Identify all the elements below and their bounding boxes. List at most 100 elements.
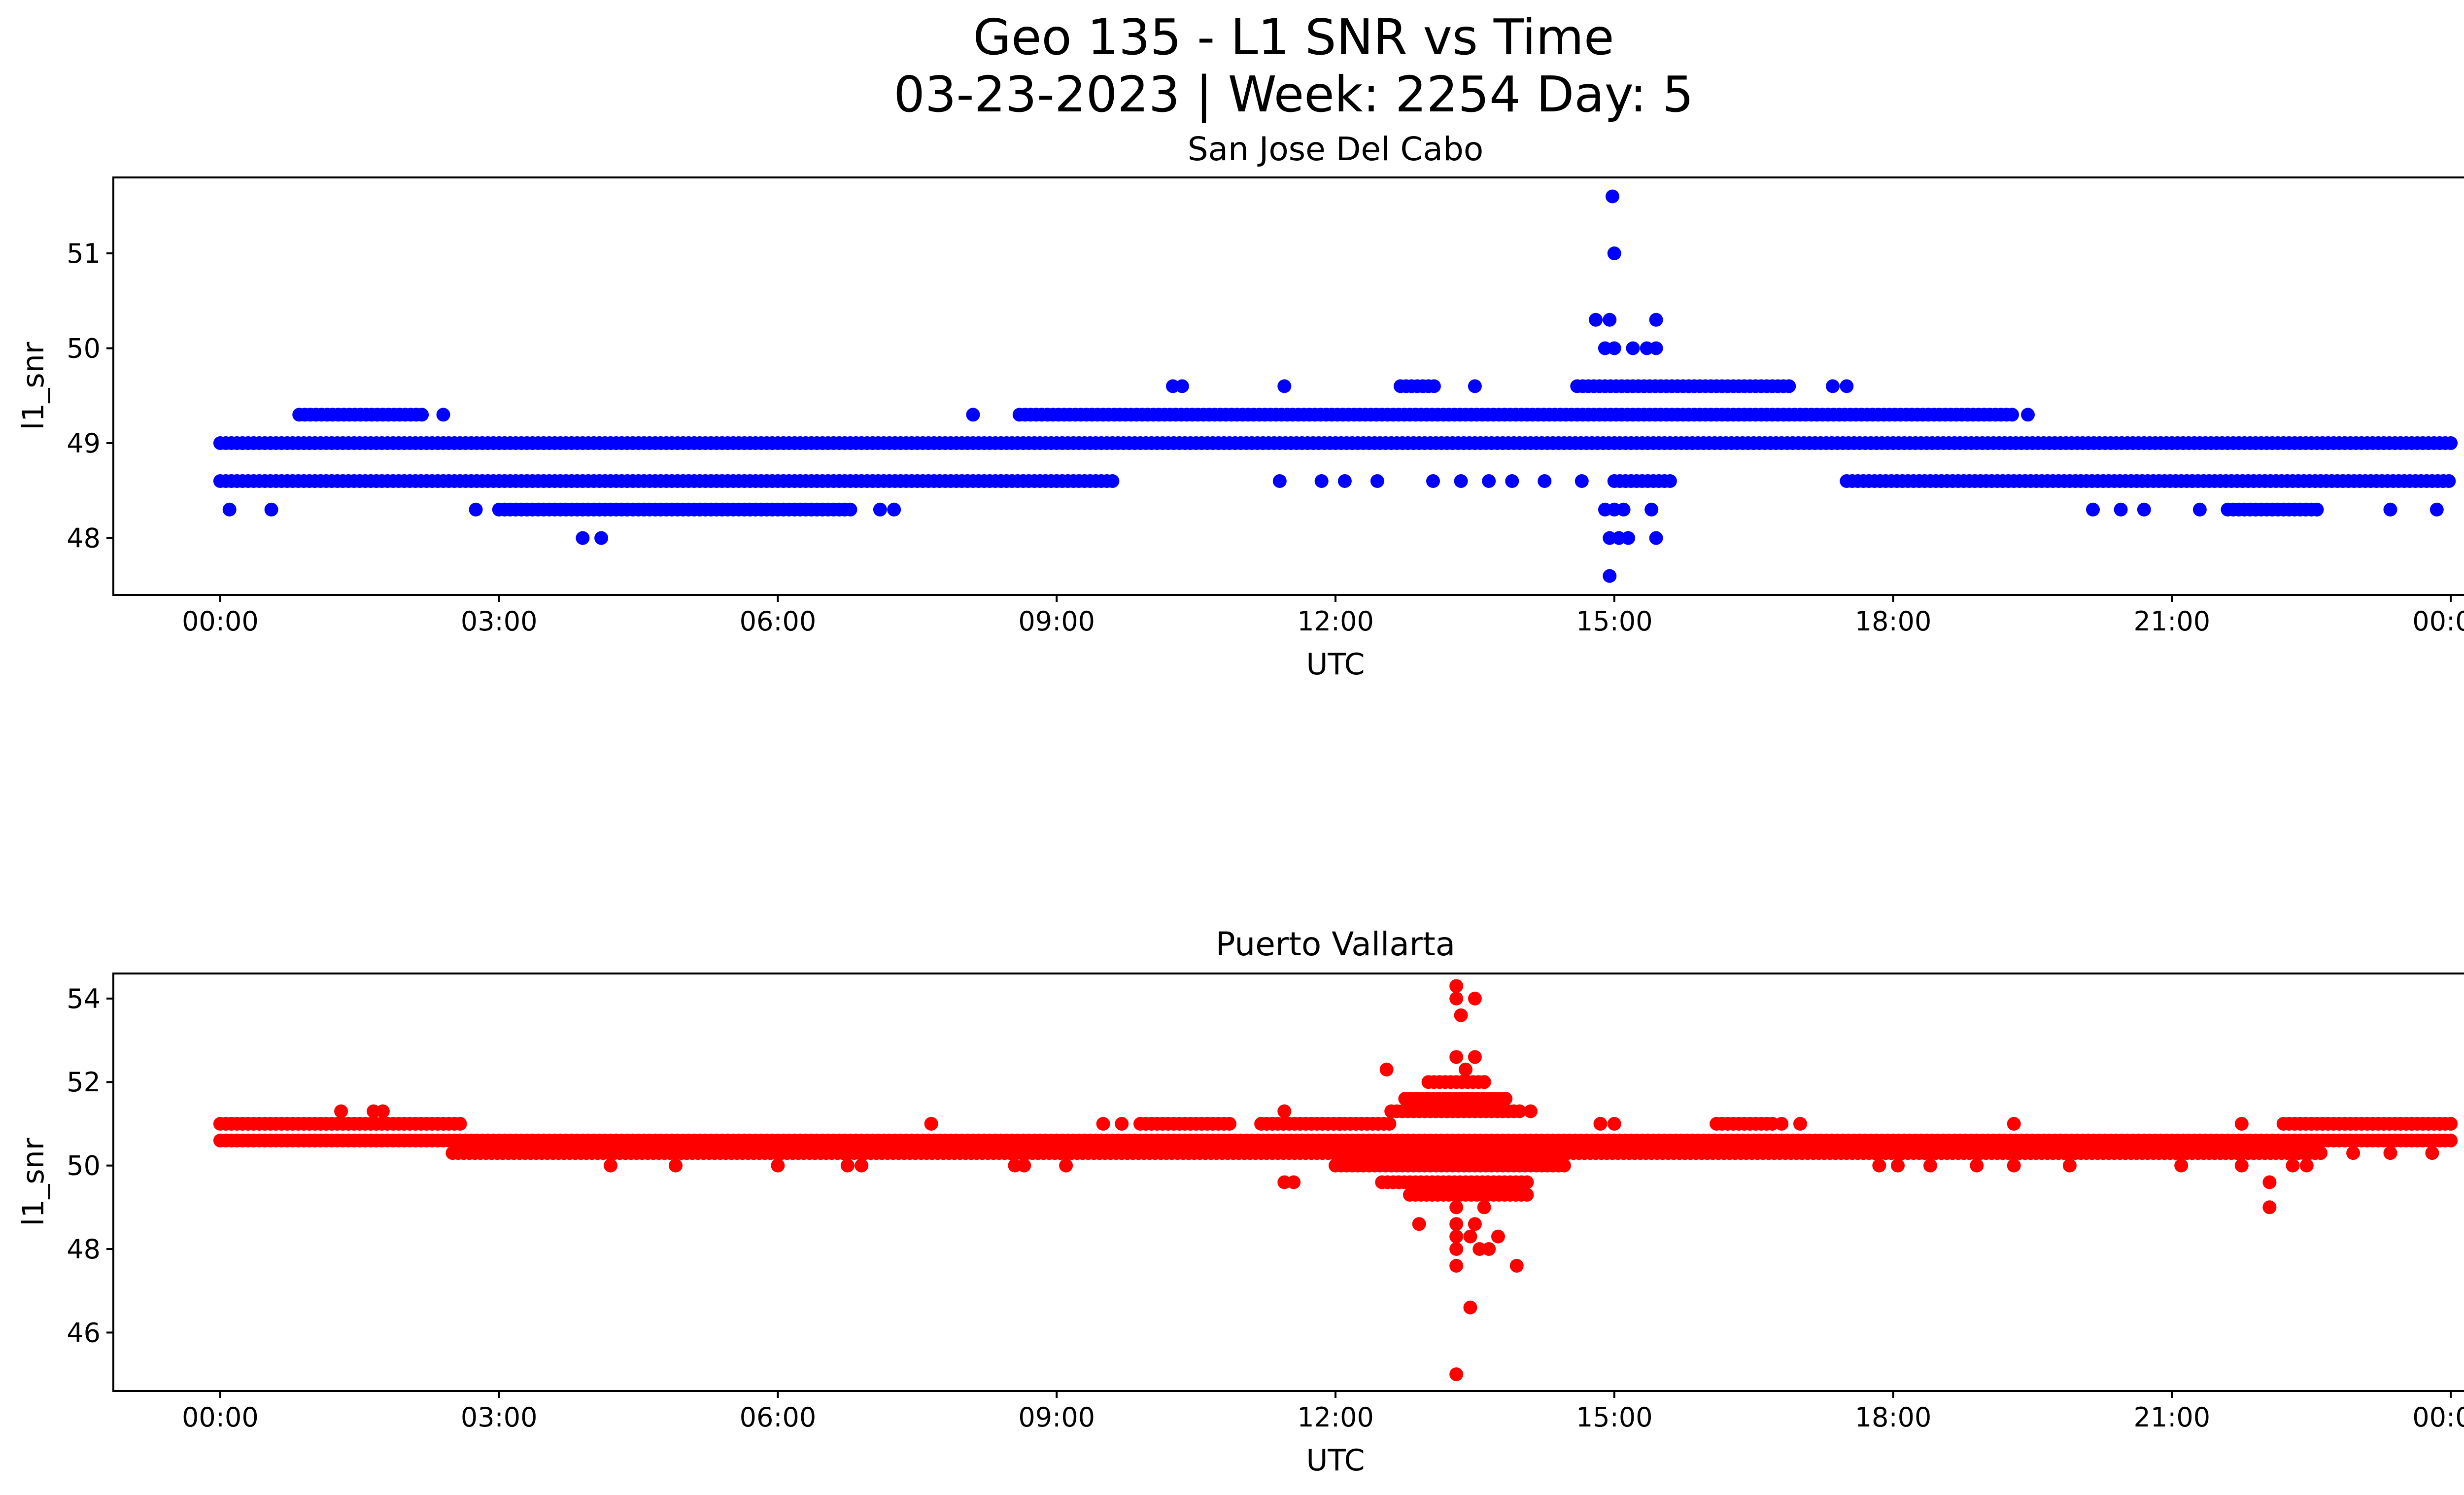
y-tick-label: 48 xyxy=(67,1234,101,1265)
scatter-point xyxy=(1059,1158,1073,1173)
scatter-point xyxy=(1607,1116,1621,1131)
figure-title-line-1: Geo 135 - L1 SNR vs Time xyxy=(973,8,1614,66)
scatter-point xyxy=(1115,1116,1129,1131)
scatter-point xyxy=(2005,408,2019,422)
scatter-point xyxy=(1923,1158,1937,1173)
scatter-point xyxy=(1382,1116,1397,1131)
scatter-point xyxy=(669,1158,683,1173)
y-tick-label: 50 xyxy=(67,333,101,364)
scatter-point xyxy=(1468,1050,1482,1064)
y-tick-label: 51 xyxy=(67,238,101,269)
scatter-point xyxy=(2299,1158,2314,1173)
scatter-point xyxy=(1644,502,1659,517)
scatter-point xyxy=(1593,1116,1608,1131)
subplot-title: San Jose Del Cabo xyxy=(1188,130,1484,168)
scatter-point xyxy=(1486,1092,1501,1106)
scatter-point xyxy=(1105,474,1120,488)
scatter-point xyxy=(334,1104,348,1118)
scatter-point xyxy=(469,502,483,517)
x-tick-label: 09:00 xyxy=(1018,1402,1095,1433)
scatter-point xyxy=(1468,379,1482,393)
scatter-point xyxy=(2444,1116,2458,1131)
scatter-point xyxy=(1463,1300,1477,1315)
scatter-point xyxy=(1524,1104,1538,1118)
x-axis-label: UTC xyxy=(1306,647,1365,682)
scatter-point xyxy=(1775,1116,1789,1131)
scatter-point xyxy=(1621,531,1636,545)
scatter-point xyxy=(2442,474,2456,488)
scatter-point xyxy=(1017,1158,1031,1173)
scatter-point xyxy=(1454,474,1468,488)
scatter-point xyxy=(1449,1229,1464,1244)
scatter-point xyxy=(1970,1158,1984,1173)
scatter-point xyxy=(1277,1104,1292,1118)
x-tick-label: 12:00 xyxy=(1297,1402,1374,1433)
scatter-point xyxy=(1468,1217,1482,1231)
scatter-point xyxy=(2444,436,2458,450)
scatter-point xyxy=(1891,1158,1905,1173)
scatter-point xyxy=(1223,1116,1236,1131)
subplot-puerto-vallarta: Puerto Vallarta 00:00 03:00 06:00 09:00 12:0… xyxy=(16,925,2464,1478)
scatter-point xyxy=(1840,379,1854,393)
x-tick-label: 00:00 xyxy=(2412,1402,2464,1433)
scatter-point xyxy=(1482,474,1496,488)
x-tick-label: 00:00 xyxy=(182,1402,259,1433)
scatter-point xyxy=(1449,1217,1464,1231)
scatter-point xyxy=(1663,474,1677,488)
y-tick-label: 49 xyxy=(67,428,101,459)
x-tick-label: 00:00 xyxy=(2412,606,2464,637)
scatter-point xyxy=(1449,1367,1464,1382)
scatter-point xyxy=(2286,1158,2300,1173)
scatter-point xyxy=(843,502,857,517)
scatter-point xyxy=(1477,1075,1491,1089)
scatter-point xyxy=(1463,1229,1477,1244)
scatter-point xyxy=(264,502,278,517)
x-tick-label: 21:00 xyxy=(2134,606,2211,637)
scatter-point xyxy=(2346,1146,2361,1160)
scatter-point xyxy=(1603,313,1617,327)
scatter-point xyxy=(2137,502,2151,517)
scatter-point xyxy=(855,1158,869,1173)
scatter-point xyxy=(1287,1175,1301,1189)
scatter-point xyxy=(1505,474,1519,488)
scatter-point xyxy=(1499,1092,1513,1106)
scatter-point xyxy=(1512,1104,1527,1118)
scatter-point xyxy=(887,502,901,517)
scatter-point xyxy=(1557,1158,1571,1173)
scatter-point xyxy=(1872,1158,1886,1173)
scatter-point xyxy=(873,502,887,517)
scatter-point xyxy=(2007,1158,2021,1173)
scatter-point xyxy=(1449,1258,1464,1273)
subplot-san-jose-del-cabo: San Jose Del Cabo 00:00 03:00 06:00 09:00 12… xyxy=(16,130,2464,682)
scatter-point xyxy=(1449,1050,1464,1064)
scatter-point xyxy=(2444,1133,2458,1147)
scatter-point xyxy=(1607,341,1621,355)
scatter-point xyxy=(1449,1200,1464,1215)
scatter-point xyxy=(2234,1158,2249,1173)
scatter-point xyxy=(1459,1062,1472,1077)
scatter-point xyxy=(2021,408,2035,422)
scatter-point xyxy=(2383,1146,2397,1160)
scatter-point xyxy=(1333,1116,1347,1131)
scatter-point xyxy=(2086,502,2100,517)
axis-ticks: 00:00 03:00 06:00 09:00 12:00 15:00 18:00 21:00… xyxy=(67,983,2464,1433)
scatter-point xyxy=(604,1158,617,1173)
scatter-point xyxy=(1482,1242,1496,1256)
x-tick-label: 18:00 xyxy=(1855,606,1932,637)
scatter-point xyxy=(1509,1258,1524,1273)
scatter-point xyxy=(1538,474,1552,488)
scatter-point xyxy=(2114,502,2128,517)
figure-title-line-2: 03-23-2023 | Week: 2254 Day: 5 xyxy=(893,66,1693,123)
scatter-point xyxy=(1468,991,1482,1006)
scatter-point xyxy=(2425,1146,2439,1160)
x-tick-label: 21:00 xyxy=(2134,1402,2211,1433)
x-tick-label: 09:00 xyxy=(1018,606,1095,637)
scatter-point xyxy=(436,408,450,422)
scatter-point xyxy=(1616,502,1631,517)
axis-ticks: 00:00 03:00 06:00 09:00 12:00 15:00 18:00 21:00… xyxy=(67,238,2464,637)
scatter-point xyxy=(924,1116,938,1131)
subplot-title: Puerto Vallarta xyxy=(1216,925,1456,963)
x-tick-label: 03:00 xyxy=(461,1402,538,1433)
x-tick-label: 00:00 xyxy=(182,606,259,637)
scatter-point xyxy=(2310,502,2324,517)
